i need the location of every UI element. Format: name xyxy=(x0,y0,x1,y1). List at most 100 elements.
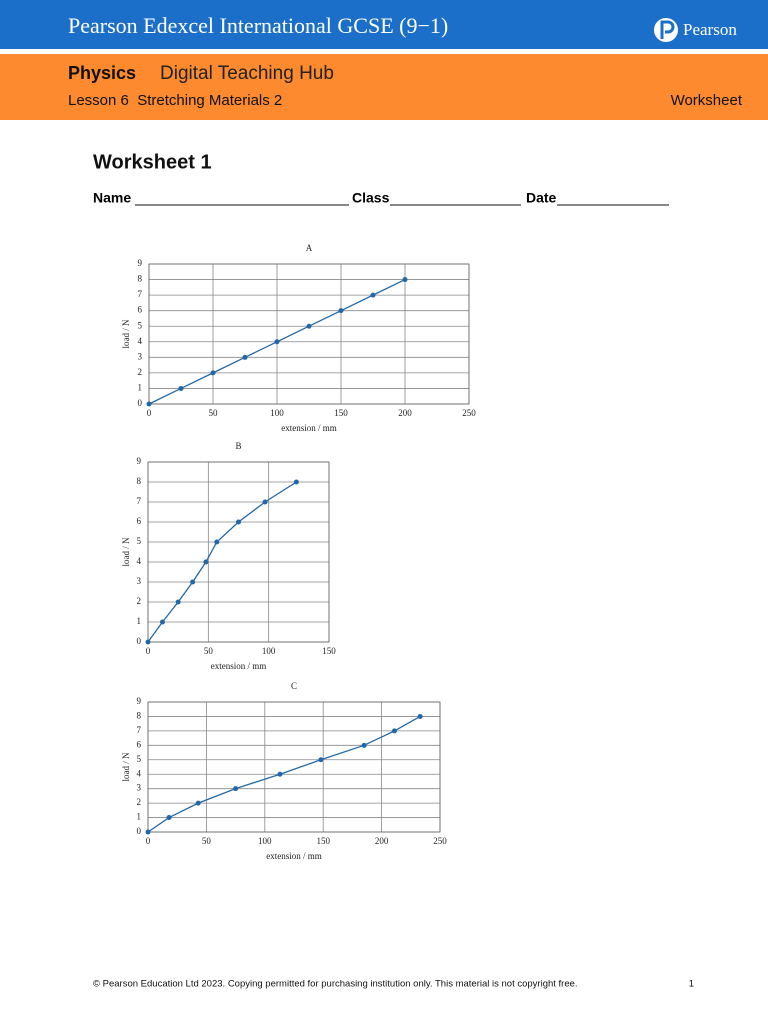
y-tick-label: 0 xyxy=(137,826,142,836)
data-point xyxy=(195,800,201,806)
x-tick-label: 50 xyxy=(209,408,219,418)
copyright: © Pearson Education Ltd 2023. Copying pe… xyxy=(93,979,578,990)
y-tick-label: 8 xyxy=(138,274,143,284)
y-tick-label: 6 xyxy=(137,739,142,749)
y-tick-label: 8 xyxy=(137,476,142,486)
x-tick-label: 200 xyxy=(375,836,389,846)
x-tick-label: 50 xyxy=(202,836,212,846)
y-tick-label: 1 xyxy=(137,812,142,822)
data-point xyxy=(166,815,172,821)
data-point xyxy=(175,599,181,605)
data-point xyxy=(262,499,268,505)
y-tick-label: 0 xyxy=(137,636,142,646)
plot-frame xyxy=(148,263,470,405)
data-point xyxy=(318,757,324,763)
doc-type: Worksheet xyxy=(671,92,743,109)
field-label: Date xyxy=(526,190,557,206)
x-tick-label: 100 xyxy=(270,408,284,418)
worksheet-title: Worksheet 1 xyxy=(93,151,212,173)
y-tick-label: 5 xyxy=(137,536,142,546)
plot-frame xyxy=(147,701,441,833)
x-axis-label: extension / mm xyxy=(266,851,322,861)
x-tick-label: 100 xyxy=(258,836,272,846)
y-tick-label: 7 xyxy=(137,725,142,735)
data-point xyxy=(370,292,376,298)
data-point xyxy=(277,771,283,777)
x-tick-label: 150 xyxy=(334,408,348,418)
data-point xyxy=(236,519,241,525)
lesson: Lesson 6 Stretching Materials 2 xyxy=(68,92,282,109)
data-point xyxy=(214,539,220,545)
plot-frame xyxy=(147,461,330,643)
y-tick-label: 4 xyxy=(137,768,142,778)
y-axis-label: load / N xyxy=(121,537,131,566)
hub-name: Digital Teaching Hub xyxy=(160,63,334,84)
chart-title: A xyxy=(306,243,313,253)
x-tick-label: 0 xyxy=(146,836,151,846)
field-label: Class xyxy=(352,190,390,206)
orange-bar xyxy=(0,54,768,120)
data-point xyxy=(178,385,184,391)
y-tick-label: 9 xyxy=(137,696,142,706)
data-point xyxy=(145,639,151,645)
y-tick-label: 6 xyxy=(138,305,143,315)
data-point xyxy=(146,401,152,407)
y-tick-label: 3 xyxy=(137,576,142,586)
data-point xyxy=(203,559,209,565)
y-tick-label: 9 xyxy=(138,258,143,268)
y-tick-label: 8 xyxy=(137,711,142,721)
y-tick-label: 0 xyxy=(138,398,143,408)
y-tick-label: 9 xyxy=(137,456,142,466)
x-axis-label: extension / mm xyxy=(211,661,267,671)
logo-text: Pearson xyxy=(683,20,737,39)
data-point xyxy=(242,354,248,360)
x-tick-label: 100 xyxy=(262,646,276,656)
y-tick-label: 5 xyxy=(137,754,142,764)
x-tick-label: 0 xyxy=(147,408,152,418)
data-point xyxy=(306,323,312,329)
x-tick-label: 150 xyxy=(322,646,336,656)
y-tick-label: 4 xyxy=(137,556,142,566)
y-axis-label: load / N xyxy=(121,319,131,348)
page-number: 1 xyxy=(689,979,694,990)
x-tick-label: 250 xyxy=(462,408,476,418)
x-tick-label: 50 xyxy=(204,646,214,656)
y-tick-label: 6 xyxy=(137,516,142,526)
x-tick-label: 0 xyxy=(146,646,151,656)
header-title: Pearson Edexcel International GCSE (9−1) xyxy=(68,13,448,38)
y-tick-label: 2 xyxy=(137,797,142,807)
data-point xyxy=(145,829,151,835)
data-point xyxy=(417,713,423,719)
data-point xyxy=(293,479,299,485)
y-tick-label: 3 xyxy=(138,351,143,361)
logo-mark xyxy=(660,20,675,39)
x-tick-label: 200 xyxy=(398,408,412,418)
field-label: Name xyxy=(93,190,131,206)
y-tick-label: 3 xyxy=(137,783,142,793)
y-tick-label: 7 xyxy=(138,289,143,299)
data-point xyxy=(274,339,280,345)
x-tick-label: 250 xyxy=(433,836,447,846)
data-point xyxy=(402,277,408,283)
chart-title: C xyxy=(291,681,297,691)
data-point xyxy=(391,728,397,734)
x-tick-label: 150 xyxy=(316,836,330,846)
y-tick-label: 1 xyxy=(138,383,143,393)
data-point xyxy=(210,370,216,376)
data-point xyxy=(338,308,344,314)
y-tick-label: 7 xyxy=(137,496,142,506)
data-point xyxy=(190,579,196,585)
y-tick-label: 2 xyxy=(138,367,143,377)
y-tick-label: 4 xyxy=(138,336,143,346)
y-tick-label: 2 xyxy=(137,596,142,606)
data-point xyxy=(361,742,367,748)
top-bar xyxy=(0,0,768,49)
y-tick-label: 1 xyxy=(137,616,142,626)
x-axis-label: extension / mm xyxy=(281,423,337,433)
y-tick-label: 5 xyxy=(138,320,143,330)
data-point xyxy=(233,786,239,792)
chart-title: B xyxy=(235,441,241,451)
